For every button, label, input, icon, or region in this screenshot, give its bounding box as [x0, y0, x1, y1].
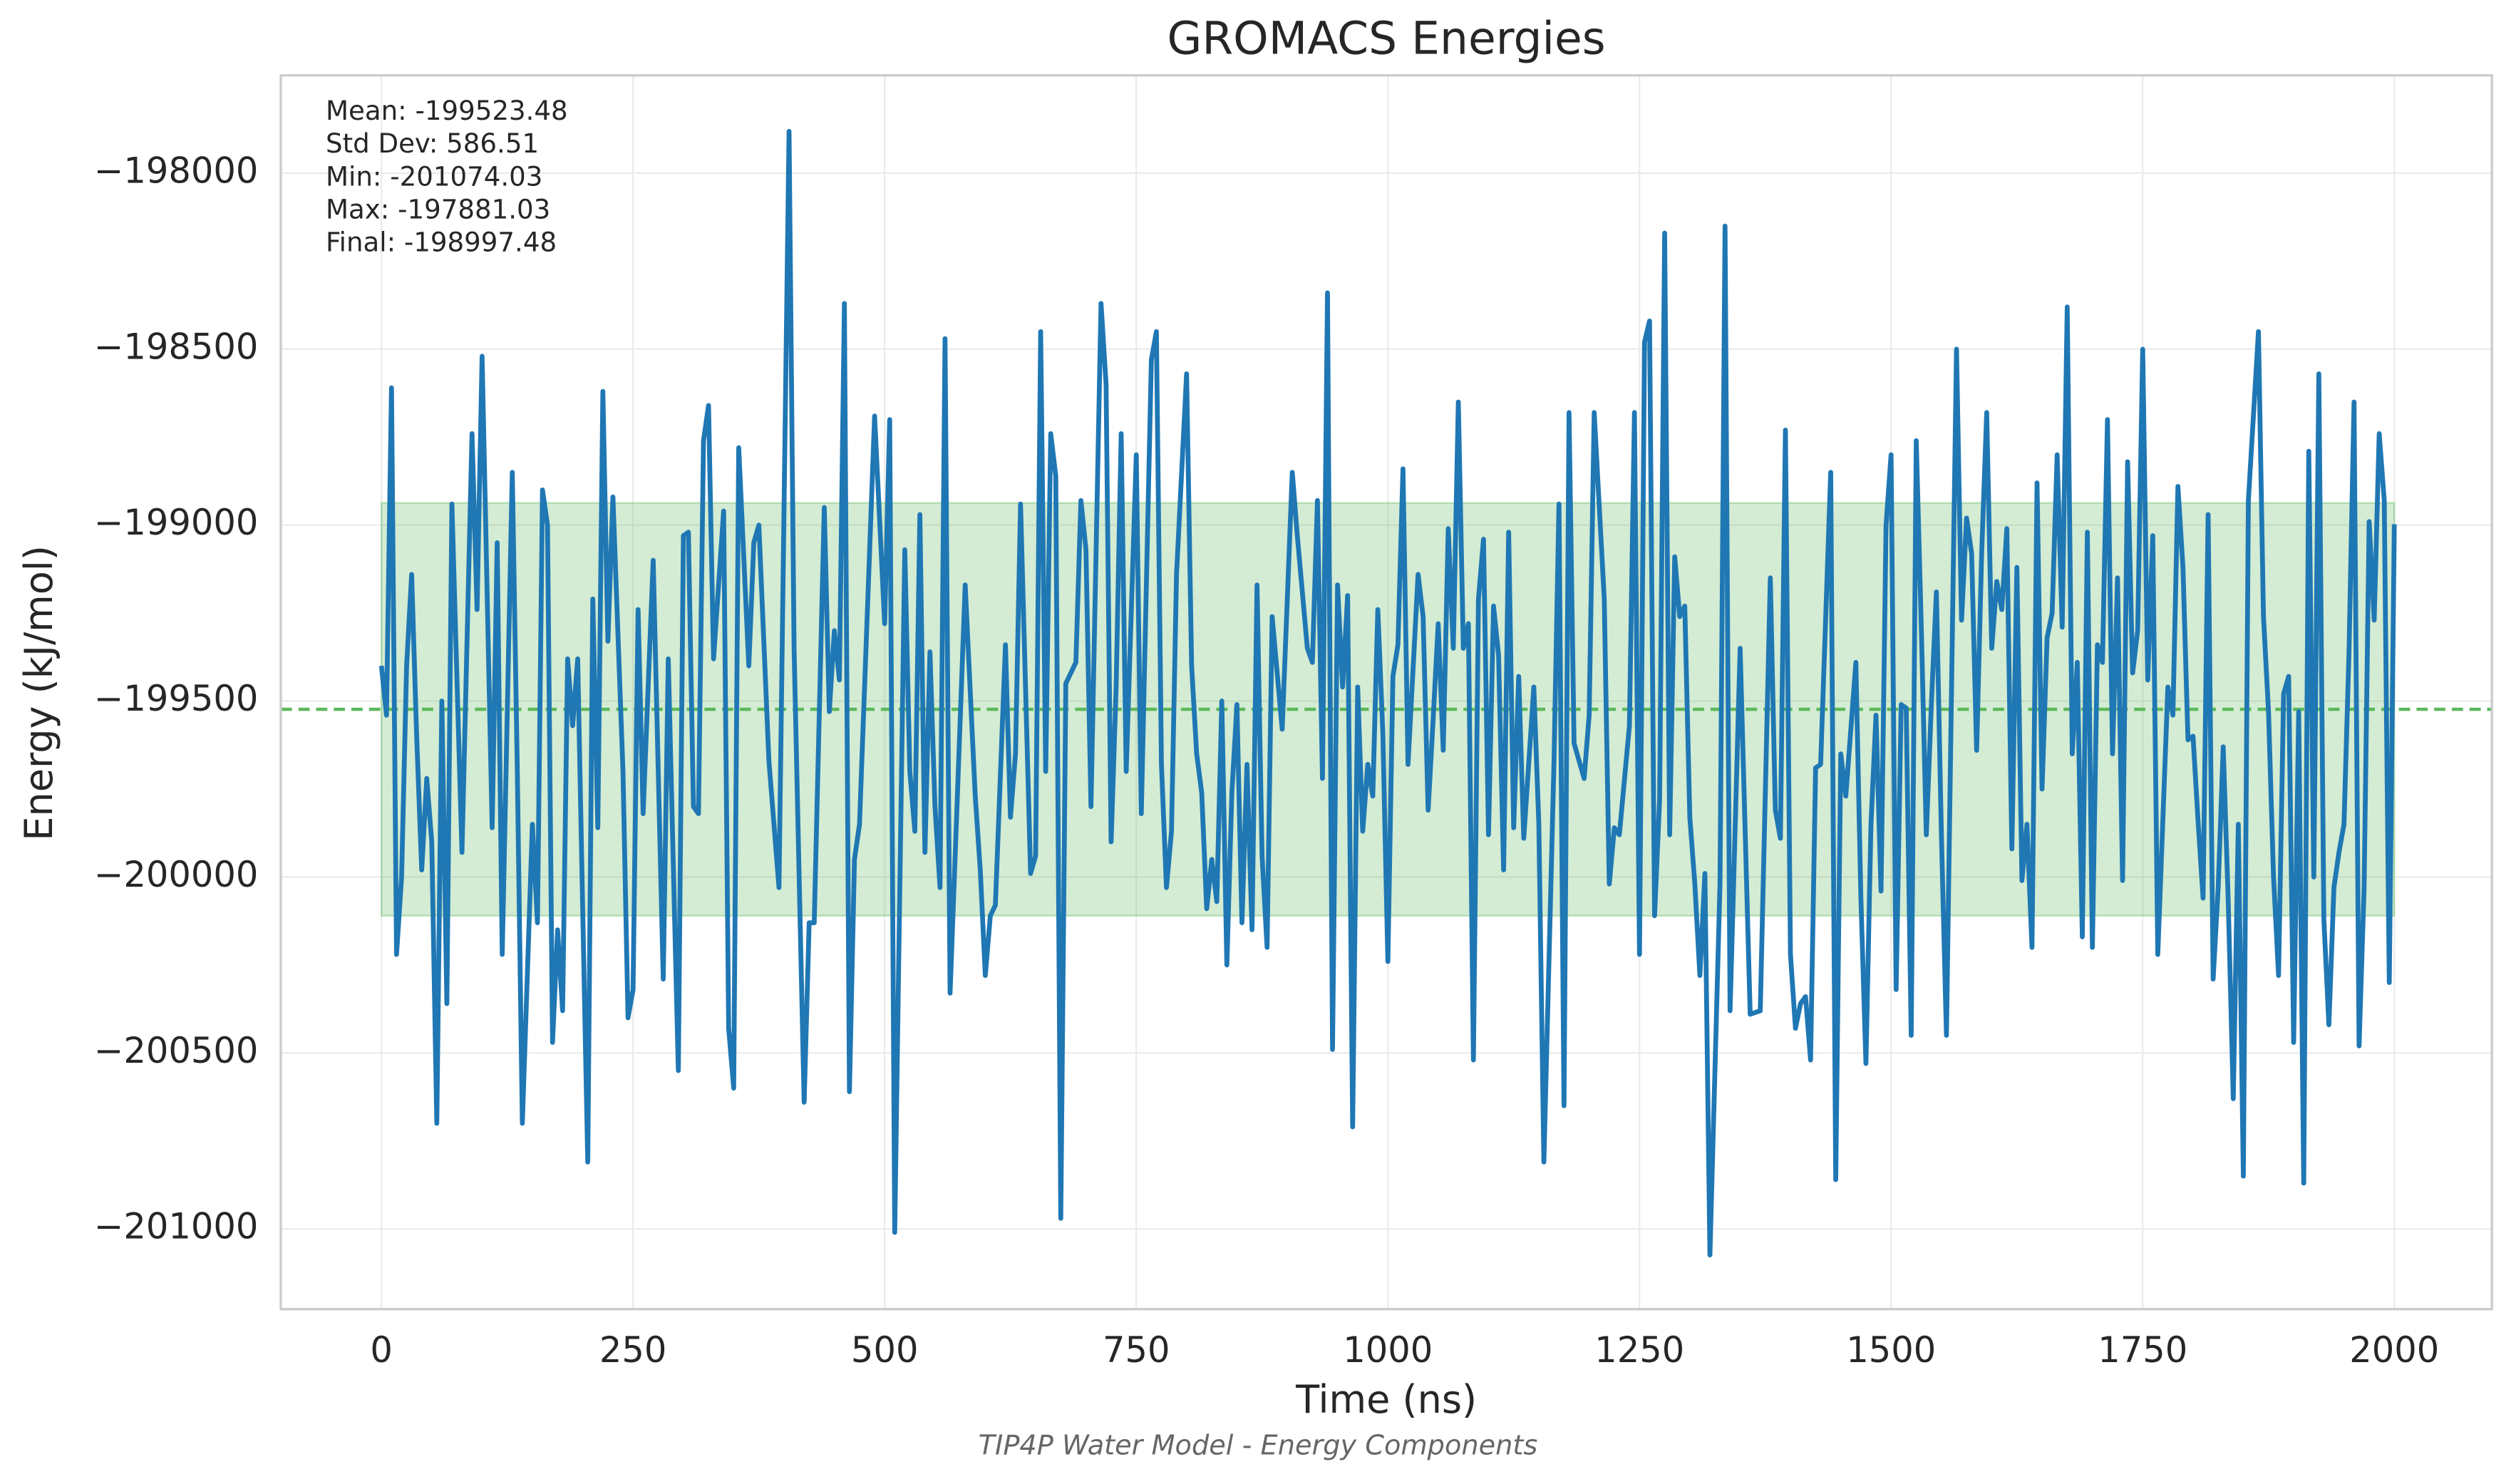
y-tick-label: −199000 — [94, 502, 259, 543]
stat-annotation: Min: -201074.03 — [326, 161, 542, 192]
stat-annotation: Mean: -199523.48 — [326, 96, 568, 126]
x-tick-label: 500 — [851, 1329, 919, 1371]
x-tick-label: 1500 — [1846, 1329, 1936, 1371]
x-axis-label: Time (ns) — [1295, 1377, 1477, 1422]
chart-subtitle: TIP4P Water Model - Energy Components — [979, 1430, 1538, 1462]
x-tick-label: 0 — [370, 1329, 393, 1371]
y-tick-label: −198500 — [94, 326, 259, 367]
y-tick-label: −201000 — [94, 1206, 259, 1247]
stat-annotation: Max: -197881.03 — [326, 194, 550, 225]
x-tick-label: 1000 — [1343, 1329, 1433, 1371]
stat-annotation: Std Dev: 586.51 — [326, 128, 539, 159]
plot-frame — [279, 74, 2493, 1311]
y-tick-label: −200500 — [94, 1030, 259, 1071]
x-tick-label: 2000 — [2349, 1329, 2439, 1371]
x-tick-label: 1750 — [2098, 1329, 2187, 1371]
y-tick-label: −200000 — [94, 854, 259, 895]
y-tick-label: −199500 — [94, 678, 259, 719]
energy-line — [378, 128, 2397, 1258]
x-tick-label: 750 — [1103, 1329, 1170, 1371]
stat-annotation: Final: -198997.48 — [326, 227, 557, 258]
chart-title: GROMACS Energies — [1167, 13, 1606, 65]
y-tick-label: −198000 — [94, 150, 259, 192]
x-tick-label: 1250 — [1594, 1329, 1684, 1371]
y-axis-label: Energy (kJ/mol) — [16, 545, 61, 840]
x-tick-label: 250 — [599, 1329, 667, 1371]
